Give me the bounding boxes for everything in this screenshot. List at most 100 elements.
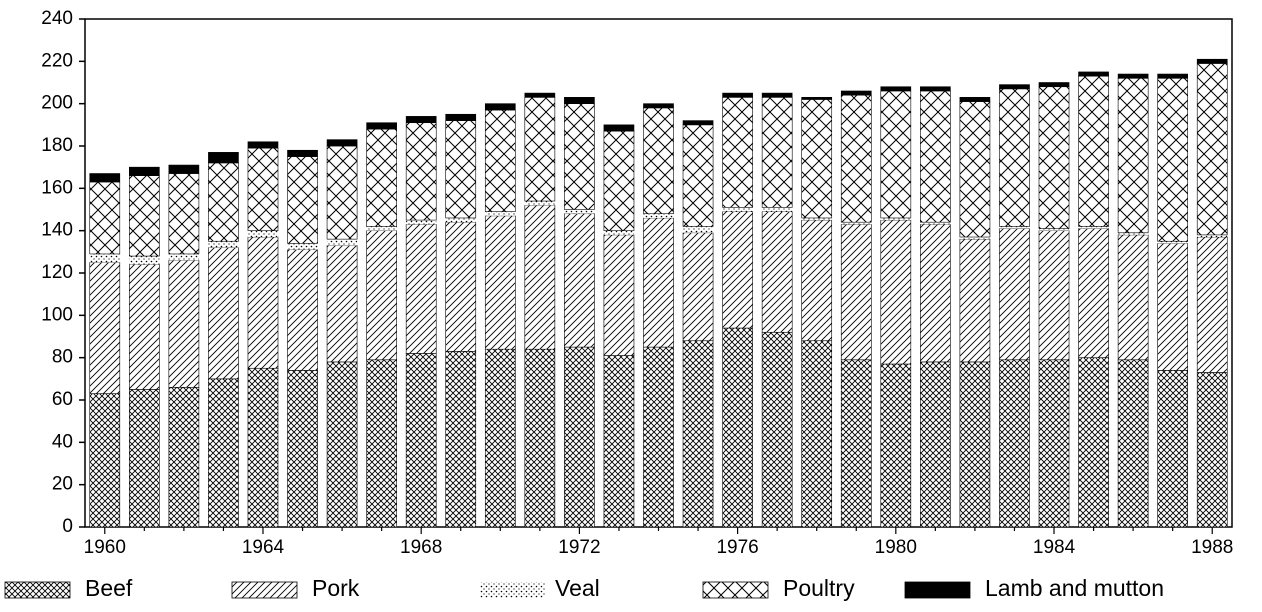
bar-segment xyxy=(959,101,991,238)
bar-segment xyxy=(208,247,239,380)
y-tick-label: 100 xyxy=(41,304,73,325)
bar-segment xyxy=(603,130,635,231)
bar-segment xyxy=(840,359,872,528)
bar-segment xyxy=(89,253,120,263)
bar-segment xyxy=(920,86,951,92)
bar-segment xyxy=(405,122,437,221)
bar-segment xyxy=(722,207,753,212)
bar-segment xyxy=(484,109,516,212)
bar-segment xyxy=(603,355,635,528)
bar-segment xyxy=(445,217,476,223)
bar-segment xyxy=(999,88,1030,227)
legend-label: Beef xyxy=(85,575,133,601)
bar-segment xyxy=(722,327,753,528)
bar-segment xyxy=(405,116,437,124)
bar-segment xyxy=(682,120,714,126)
x-tick-label: 1988 xyxy=(1191,537,1233,558)
bar-segment xyxy=(682,340,714,528)
bar-segment xyxy=(999,228,1030,361)
legend-label: Veal xyxy=(555,575,600,601)
bar-segment xyxy=(168,173,200,255)
bar-segment xyxy=(405,224,437,354)
bar-segment xyxy=(247,367,279,528)
y-tick-label: 160 xyxy=(41,177,73,198)
bar-segment xyxy=(999,359,1030,528)
bar-segment xyxy=(682,124,714,227)
bar-segment xyxy=(643,107,674,215)
bar-segment xyxy=(1157,77,1189,242)
bar-segment xyxy=(1117,359,1149,528)
legend-label: Poultry xyxy=(783,575,855,601)
bar-segment xyxy=(287,156,318,244)
bar-segment xyxy=(880,217,911,221)
x-tick-label: 1960 xyxy=(84,537,126,558)
bar-segment xyxy=(761,331,793,528)
bar-segment xyxy=(89,181,121,255)
bar-segment xyxy=(1157,370,1189,528)
bar-segment xyxy=(287,370,318,528)
legend-swatch xyxy=(480,582,545,598)
x-tick-label: 1980 xyxy=(875,537,917,558)
bar-segment xyxy=(880,219,912,365)
bar-segment xyxy=(524,201,555,206)
bar-segment xyxy=(168,259,200,388)
bar-segment xyxy=(1157,73,1189,79)
bar-segment xyxy=(1038,86,1070,229)
bar-segment xyxy=(920,224,951,363)
bar-segment xyxy=(524,348,556,528)
x-tick-label: 1968 xyxy=(400,537,442,558)
bar-segment xyxy=(326,245,358,363)
bar-segment xyxy=(1078,71,1109,77)
bar-segment xyxy=(128,166,160,176)
bar-segment xyxy=(406,220,437,225)
bar-segment xyxy=(959,237,990,240)
bar-segment xyxy=(405,353,437,528)
bar-segment xyxy=(168,164,200,174)
y-tick-label: 120 xyxy=(41,262,73,283)
bar-segment xyxy=(801,99,833,219)
bar-segment xyxy=(801,97,833,100)
bar-segment xyxy=(484,215,516,350)
bar-segment xyxy=(643,346,674,528)
legend-swatch xyxy=(231,581,298,599)
legend-swatch xyxy=(4,581,71,599)
bar-segment xyxy=(287,149,318,157)
bar-segment xyxy=(1117,234,1149,361)
bar-segment xyxy=(1197,234,1228,238)
bar-segment xyxy=(801,217,832,221)
bar-segment xyxy=(366,230,397,361)
bar-segment xyxy=(1118,232,1149,235)
bar-segment xyxy=(89,173,121,183)
x-tick-label: 1972 xyxy=(558,537,600,558)
bar-segment xyxy=(1196,372,1228,528)
bar-segment xyxy=(247,236,279,369)
y-tick-label: 180 xyxy=(41,135,73,156)
bar-segment xyxy=(208,241,239,248)
y-tick-label: 80 xyxy=(52,347,73,368)
bar-segment xyxy=(168,386,200,528)
bar-segment xyxy=(1078,226,1109,229)
bar-segment xyxy=(484,103,516,111)
bar-segment xyxy=(959,97,991,102)
bar-segment xyxy=(841,222,872,225)
bar-segment xyxy=(840,224,872,361)
bar-segment xyxy=(208,378,239,528)
bar-segment xyxy=(168,253,199,261)
bar-segment xyxy=(643,213,674,218)
bar-segment xyxy=(880,363,912,528)
bar-segment xyxy=(603,124,635,132)
bar-segment xyxy=(801,340,833,528)
bar-segment xyxy=(761,211,793,333)
x-tick-label: 1976 xyxy=(716,537,758,558)
bar-segment xyxy=(445,113,477,121)
bar-segment xyxy=(247,147,279,231)
x-tick-label: 1964 xyxy=(242,537,285,558)
bar-segment xyxy=(287,243,318,250)
bar-segment xyxy=(1117,77,1149,234)
bar-segment xyxy=(128,264,160,390)
bar-segment xyxy=(761,92,793,98)
bar-segment xyxy=(959,238,991,363)
bar-segment xyxy=(485,211,516,216)
legend-swatch xyxy=(702,581,769,599)
